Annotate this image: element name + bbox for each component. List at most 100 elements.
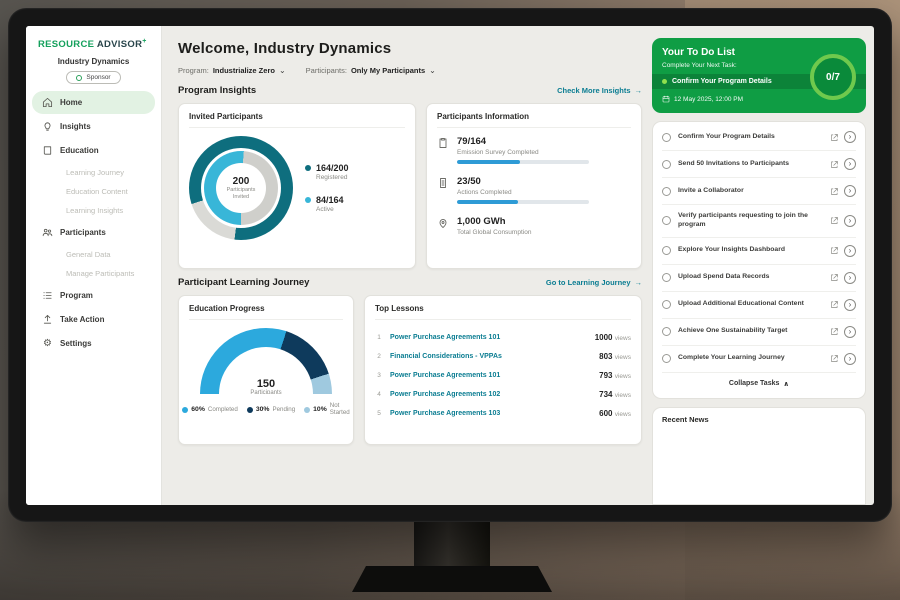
- task-checkbox[interactable]: [662, 132, 671, 142]
- task-row[interactable]: Explore Your Insights Dashboard ›: [662, 238, 856, 265]
- invited-donut-chart: 200 Participants Invited: [189, 136, 293, 240]
- sidebar-item-take-action[interactable]: Take Action: [32, 308, 155, 331]
- todo-title: Your To Do List: [662, 47, 735, 58]
- bullet-icon: [662, 79, 667, 84]
- legend-active: 84/164 Active: [305, 195, 349, 213]
- sidebar-item-participants[interactable]: Participants: [32, 221, 155, 244]
- actions-progress-bar: [457, 200, 589, 204]
- task-checkbox[interactable]: [662, 327, 671, 337]
- todo-hero-card: Your To Do List Complete Your Next Task:…: [652, 38, 866, 113]
- education-legend: 60% Completed 30% Pending 10%: [182, 402, 350, 416]
- chevron-right-icon[interactable]: ›: [844, 214, 856, 227]
- monitor-stand-neck: [414, 519, 490, 571]
- sidebar-item-manage-participants[interactable]: Manage Participants: [66, 269, 135, 279]
- donut-legend: 164/200 Registered 84/164 Active: [305, 163, 349, 213]
- sidebar-item-label: Take Action: [60, 315, 105, 325]
- task-checkbox[interactable]: [662, 159, 671, 169]
- task-row[interactable]: Invite a Collaborator ›: [662, 178, 856, 205]
- lesson-row[interactable]: 3 Power Purchase Agreements 101 793 view…: [377, 371, 631, 380]
- task-checkbox[interactable]: [662, 216, 671, 226]
- todo-tasks-card: Confirm Your Program Details › Send 50 I…: [652, 121, 866, 399]
- chevron-right-icon[interactable]: ›: [844, 271, 856, 284]
- recent-news-title: Recent News: [662, 414, 709, 424]
- sponsor-icon: [76, 74, 83, 81]
- sidebar-item-label: Participants: [60, 228, 106, 238]
- chevron-down-icon: ⌄: [429, 65, 436, 75]
- main-content: Welcome, Industry Dynamics Program: Indu…: [162, 26, 874, 505]
- journey-cards: Education Progress 150 Participants: [178, 295, 642, 445]
- lesson-row[interactable]: 5 Power Purchase Agreements 103 600 view…: [377, 409, 631, 418]
- program-filter[interactable]: Program: Industrialize Zero ⌄: [178, 66, 286, 75]
- logo-secondary: ADVISOR: [96, 39, 143, 51]
- sidebar-item-insights[interactable]: Insights: [32, 115, 155, 138]
- task-row[interactable]: Verify participants requesting to join t…: [662, 205, 856, 238]
- todo-due-date: 12 May 2025, 12:00 PM: [662, 95, 856, 103]
- education-card-title: Education Progress: [189, 304, 343, 320]
- external-link-icon: [830, 327, 839, 336]
- chevron-right-icon[interactable]: ›: [844, 131, 856, 143]
- task-row[interactable]: Send 50 Invitations to Participants ›: [662, 151, 856, 178]
- chevron-right-icon[interactable]: ›: [844, 185, 856, 197]
- insights-cards: Invited Participants 200 Participants In…: [178, 103, 642, 269]
- lesson-row[interactable]: 2 Financial Considerations - VPPAs 803 v…: [377, 352, 631, 361]
- collapse-tasks-link[interactable]: Collapse Tasks ∧: [728, 380, 790, 388]
- go-to-learning-journey-link[interactable]: Go to Learning Journey →: [545, 278, 643, 287]
- task-row[interactable]: Confirm Your Program Details ›: [662, 124, 856, 151]
- lesson-row[interactable]: 1 Power Purchase Agreements 101 1000 vie…: [377, 333, 631, 342]
- arrow-right-icon: →: [634, 278, 643, 287]
- task-checkbox[interactable]: [662, 186, 671, 196]
- task-row[interactable]: Upload Spend Data Records ›: [662, 265, 856, 292]
- task-checkbox[interactable]: [662, 273, 671, 283]
- check-more-insights-link[interactable]: Check More Insights →: [557, 86, 642, 95]
- clipboard-icon: [437, 136, 449, 164]
- checklist-icon: [437, 176, 449, 204]
- stat-actions: 23/50 Actions Completed: [437, 176, 631, 204]
- external-link-icon: [830, 273, 839, 282]
- sidebar-item-learning-insights[interactable]: Learning Insights: [66, 206, 124, 216]
- sidebar-item-learning-journey[interactable]: Learning Journey: [66, 168, 124, 178]
- chevron-down-icon: ⌄: [278, 65, 286, 75]
- sidebar-item-label: Insights: [60, 122, 91, 132]
- sidebar-item-education-content[interactable]: Education Content: [66, 187, 128, 197]
- calendar-icon: [662, 95, 670, 103]
- app-window: RESOURCE ADVISOR+ Industry Dynamics Spon…: [26, 26, 874, 505]
- learning-journey-title: Participant Learning Journey: [178, 277, 310, 288]
- task-row[interactable]: Upload Additional Educational Content ›: [662, 292, 856, 319]
- legend-pending: 30% Pending: [246, 402, 295, 416]
- sidebar-item-label: Settings: [60, 339, 92, 349]
- center-column: Welcome, Industry Dynamics Program: Indu…: [178, 38, 642, 505]
- sidebar-item-program[interactable]: Program: [32, 284, 155, 307]
- recent-news-card: Recent News: [652, 406, 866, 505]
- sponsor-badge[interactable]: Sponsor: [66, 71, 121, 85]
- task-checkbox[interactable]: [662, 246, 671, 256]
- sidebar-item-education[interactable]: Education: [32, 139, 155, 162]
- lessons-card-title: Top Lessons: [375, 304, 631, 320]
- participants-filter-label: Participants:: [305, 66, 347, 75]
- people-icon: [42, 229, 53, 237]
- external-link-icon: [830, 133, 839, 142]
- stats-card-title: Participants Information: [437, 112, 631, 128]
- chevron-right-icon[interactable]: ›: [844, 158, 856, 170]
- list-icon: [43, 292, 52, 299]
- lesson-row[interactable]: 4 Power Purchase Agreements 102 734 view…: [377, 390, 631, 399]
- sidebar-item-general-data[interactable]: General Data: [66, 250, 111, 260]
- chevron-right-icon[interactable]: ›: [844, 298, 856, 311]
- legend-not-started: 10% Not Started: [304, 402, 350, 416]
- org-name: Industry Dynamics: [57, 57, 130, 67]
- legend-dot: [305, 197, 311, 203]
- task-checkbox[interactable]: [662, 300, 671, 310]
- external-link-icon: [830, 354, 839, 363]
- logo-plus: +: [142, 38, 147, 45]
- chevron-right-icon[interactable]: ›: [844, 325, 856, 338]
- task-checkbox[interactable]: [662, 354, 671, 364]
- sidebar-item-settings[interactable]: ⚙ Settings: [32, 332, 155, 355]
- participants-filter[interactable]: Participants: Only My Participants ⌄: [306, 66, 436, 75]
- chevron-right-icon[interactable]: ›: [844, 352, 856, 365]
- chevron-right-icon[interactable]: ›: [844, 244, 856, 257]
- task-row[interactable]: Complete Your Learning Journey ›: [662, 346, 856, 373]
- legend-completed: 60% Completed: [182, 402, 238, 416]
- external-link-icon: [830, 300, 839, 309]
- external-link-icon: [830, 187, 839, 196]
- sidebar-item-home[interactable]: Home: [32, 91, 155, 115]
- task-row[interactable]: Achieve One Sustainability Target ›: [662, 319, 856, 346]
